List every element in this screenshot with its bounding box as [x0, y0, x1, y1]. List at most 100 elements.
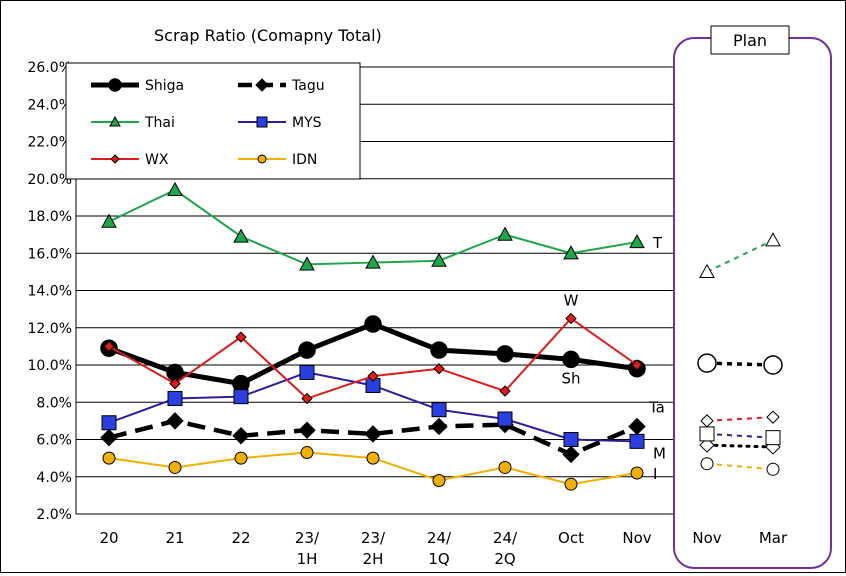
y-tick-label: 4.0% — [36, 470, 72, 486]
x-tick-label: 21 — [165, 529, 184, 547]
y-tick-label: 14.0% — [28, 284, 72, 300]
y-tick-label: 16.0% — [28, 246, 72, 262]
plan-idn — [700, 457, 780, 476]
series-idn — [102, 446, 644, 491]
plan-line-idn — [706, 462, 774, 471]
plan-x-tick-label: Nov — [692, 529, 721, 547]
series-mys — [101, 364, 645, 449]
x-tick-label: Oct — [558, 529, 584, 547]
plan-point-tagu — [699, 437, 715, 453]
x-tick-label: 22 — [231, 529, 250, 547]
data-point-idn — [102, 451, 116, 465]
data-point-tagu — [100, 428, 118, 447]
data-point-shiga — [364, 315, 382, 333]
plan-line-mys — [706, 432, 774, 439]
data-point-idn — [234, 451, 248, 465]
x-tick-label: 24/ — [493, 529, 518, 547]
data-point-tagu — [562, 445, 580, 464]
y-tick-label: 12.0% — [28, 321, 72, 337]
plan-point-thai — [765, 232, 781, 247]
data-point-wx — [565, 312, 577, 325]
legend-marker-wx — [110, 154, 120, 164]
plan-point-wx — [700, 414, 714, 428]
plan-box — [673, 37, 832, 569]
data-point-idn — [366, 451, 380, 465]
series-line-tagu — [108, 418, 638, 457]
data-point-idn — [300, 446, 314, 460]
legend-item-wx: WX — [91, 152, 169, 168]
data-point-mys — [167, 391, 183, 407]
end-label-tagu: Ta — [648, 398, 665, 416]
y-tick-label: 18.0% — [28, 209, 72, 225]
plan-point-idn — [700, 457, 714, 471]
data-point-tagu — [430, 417, 448, 436]
end-label-wx: W — [564, 291, 579, 309]
plan-label-box — [710, 25, 790, 55]
y-tick-label: 26.0% — [28, 60, 72, 76]
data-point-thai — [431, 252, 447, 267]
end-label-shiga: Sh — [561, 369, 580, 387]
legend-item-mys: MYS — [238, 115, 322, 131]
x-tick-label: 20 — [99, 529, 118, 547]
data-point-idn — [498, 460, 512, 474]
x-tick-label: 1Q — [428, 550, 449, 568]
legend-label-shiga: Shiga — [145, 78, 184, 94]
plan-shiga — [697, 353, 783, 375]
data-point-tagu — [628, 417, 646, 436]
legend-marker-idn — [257, 154, 267, 164]
data-point-shiga — [298, 341, 316, 359]
data-point-tagu — [364, 425, 382, 443]
data-point-mys — [497, 411, 513, 427]
x-tick-label: 24/ — [427, 529, 452, 547]
data-point-wx — [367, 370, 379, 382]
data-point-thai — [233, 228, 249, 243]
data-point-wx — [235, 331, 247, 343]
series-wx — [103, 312, 643, 405]
data-point-mys — [101, 415, 117, 431]
x-tick-label: 2Q — [494, 550, 515, 568]
series-thai — [101, 181, 645, 271]
data-point-idn — [630, 466, 644, 480]
y-tick-label: 2.0% — [36, 507, 72, 523]
data-point-thai — [629, 234, 645, 249]
x-tick-label: 2H — [363, 550, 384, 568]
data-point-mys — [431, 402, 447, 418]
data-point-thai — [299, 256, 315, 271]
legend-item-shiga: Shiga — [91, 78, 184, 94]
data-point-wx — [169, 377, 181, 390]
plan-point-mys — [765, 430, 781, 446]
legend: Shiga Tagu Thai MYS WX IDN — [65, 62, 361, 180]
data-point-idn — [432, 473, 446, 487]
y-tick-label: 24.0% — [28, 97, 72, 113]
legend-label-wx: WX — [145, 152, 169, 168]
plan-line-tagu — [705, 443, 775, 449]
legend-marker-tagu — [255, 78, 269, 92]
x-tick-label: 23/ — [295, 529, 320, 547]
end-label-idn: I — [653, 465, 657, 483]
plan-line-wx — [706, 416, 774, 422]
plan-point-mys — [699, 426, 715, 442]
y-tick-label: 10.0% — [28, 358, 72, 374]
series-group: Sh Ta T M W I — [100, 181, 783, 491]
plan-x-tick-label: Mar — [759, 529, 788, 547]
y-tick-label: 6.0% — [36, 433, 72, 449]
y-tick-label: 22.0% — [28, 135, 72, 151]
data-point-wx — [631, 359, 643, 371]
data-point-shiga — [496, 345, 514, 363]
data-point-wx — [433, 363, 445, 375]
legend-label-tagu: Tagu — [291, 78, 325, 94]
data-point-shiga — [430, 341, 448, 359]
plan-mys — [699, 426, 781, 446]
x-axis: 20 21 22 23/1H 23/2H 24/1Q 24/2Q Oct Nov Nov Mar — [99, 529, 788, 568]
plan-point-shiga — [697, 353, 717, 373]
chart-title: Scrap Ratio (Comapny Total) — [154, 26, 382, 45]
data-point-thai — [497, 226, 513, 241]
data-point-thai — [563, 245, 579, 260]
plan-thai — [699, 232, 781, 278]
y-axis: 2.0% 4.0% 6.0% 8.0% 10.0% 12.0% 14.0% 16.0% 18.0… — [28, 60, 72, 523]
legend-label-idn: IDN — [292, 152, 317, 168]
data-point-idn — [564, 477, 578, 491]
legend-item-thai: Thai — [91, 115, 175, 131]
